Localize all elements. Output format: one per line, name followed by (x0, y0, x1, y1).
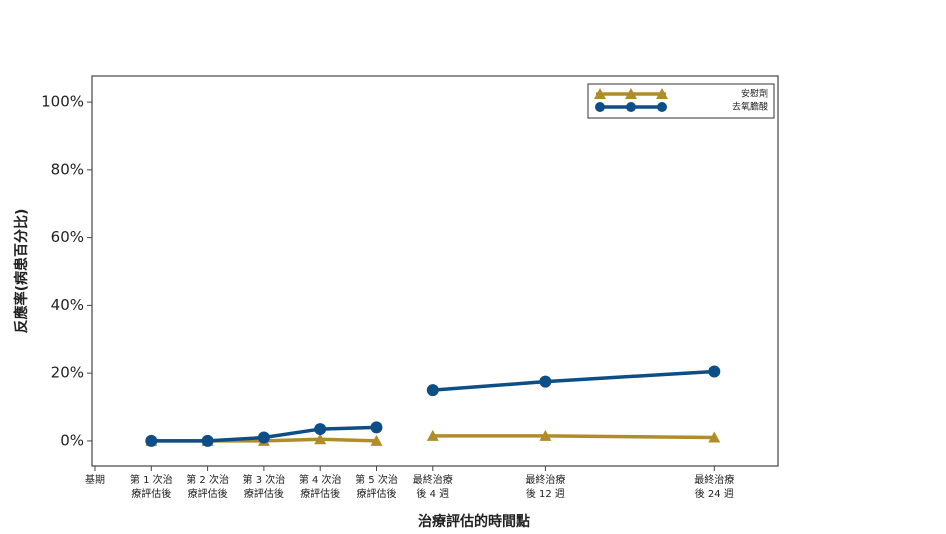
series-line (432, 369, 715, 392)
legend-marker (657, 102, 667, 112)
x-tick-label: 基期 (85, 475, 105, 486)
x-axis-label: 治療評估的時間點 (418, 513, 530, 530)
plot-frame (91, 75, 779, 467)
y-tick-label: 60% (51, 228, 84, 246)
marker (370, 434, 383, 446)
marker (257, 431, 270, 444)
marker (426, 429, 439, 441)
legend-label: 安慰劑 (741, 88, 768, 100)
x-tick-label: 最終治療 後 12 週 (525, 475, 566, 500)
x-tick-label: 第 5 次治 療評估後 (355, 475, 398, 500)
legend-marker (595, 102, 605, 112)
x-tick-label: 第 1 次治 療評估後 (129, 475, 173, 500)
marker (314, 423, 327, 436)
marker (708, 431, 721, 443)
marker (708, 365, 721, 378)
legend-marker (626, 102, 636, 112)
y-tick-label: 20% (51, 364, 84, 382)
marker (539, 375, 552, 388)
legend-label: 去氧膽酸 (732, 101, 768, 113)
marker (145, 434, 158, 447)
y-tick-label: 80% (51, 160, 84, 178)
x-tick-label: 最終治療 後 4 週 (412, 475, 453, 500)
legend-box (587, 83, 775, 119)
legend-marker (656, 88, 668, 99)
y-tick-label: 100% (41, 93, 84, 111)
legend-marker (594, 88, 606, 99)
series-line (432, 434, 715, 440)
x-tick-label: 第 2 次治 療評估後 (186, 475, 229, 500)
marker (201, 434, 214, 447)
y-tick-label: 0% (60, 431, 84, 449)
x-tick-label: 第 3 次治 療評估後 (242, 475, 286, 500)
marker (539, 429, 552, 441)
marker (370, 421, 383, 434)
y-axis-label: 反應率(病患百分比) (13, 209, 30, 334)
y-tick-label: 40% (51, 296, 84, 314)
x-tick-label: 最終治療 後 24 週 (694, 475, 735, 500)
marker (314, 433, 327, 445)
marker (426, 384, 439, 397)
legend-marker (625, 88, 637, 99)
x-tick-label: 第 4 次治 療評估後 (298, 475, 342, 500)
